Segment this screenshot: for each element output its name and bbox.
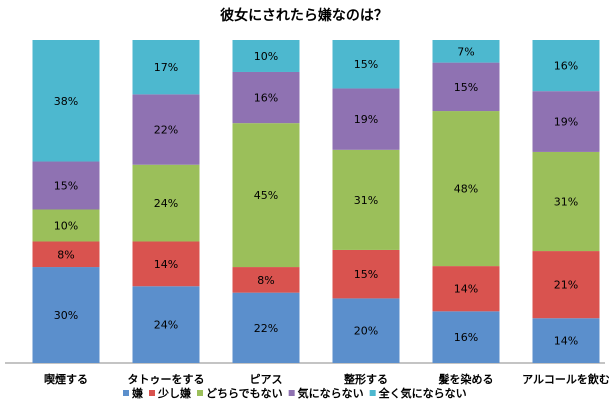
data-label-4-0: 16%	[454, 331, 478, 344]
category-label-3: 整形する	[343, 372, 388, 386]
bar-segment-3-0	[332, 298, 400, 363]
bar-segment-5-3	[532, 91, 600, 152]
bar-segment-4-3	[432, 62, 500, 112]
bar-segment-4-1	[432, 266, 500, 312]
data-label-4-1: 14%	[454, 283, 478, 296]
category-label-0: 喫煙する	[44, 372, 88, 386]
bar-segment-3-1	[332, 249, 400, 299]
category-label-2: ピアス	[250, 373, 283, 386]
legend-swatch-1	[149, 390, 155, 396]
bar-segment-4-4	[432, 40, 500, 63]
bar-segment-1-4	[132, 40, 200, 95]
legend-swatch-2	[197, 390, 203, 396]
bar-segment-3-3	[332, 88, 400, 150]
bar-segment-3-2	[332, 149, 400, 250]
category-label-4: 髪を染める	[438, 372, 494, 386]
bar-segment-2-2	[232, 123, 300, 268]
bar-segment-1-0	[132, 286, 200, 363]
data-label-3-2: 31%	[354, 194, 378, 207]
data-label-0-4: 38%	[54, 95, 78, 108]
category-label-1: タトゥーをする	[128, 373, 205, 386]
bar-segment-1-1	[132, 241, 200, 287]
data-label-4-4: 7%	[457, 45, 474, 58]
data-label-0-0: 30%	[54, 309, 78, 322]
data-label-3-1: 15%	[354, 268, 378, 281]
data-label-4-3: 15%	[454, 81, 478, 94]
legend-label-0: 嫌	[131, 386, 143, 400]
bar-segment-4-2	[432, 111, 500, 267]
data-label-2-4: 10%	[254, 50, 278, 63]
data-label-3-3: 19%	[354, 113, 378, 126]
data-label-2-3: 16%	[254, 92, 278, 105]
legend-label-4: 全く気にならない	[378, 386, 467, 400]
data-label-0-3: 15%	[54, 180, 78, 193]
bar-segment-0-1	[32, 241, 100, 268]
bar-segment-2-4	[232, 40, 300, 72]
bar-segment-5-2	[532, 151, 600, 252]
bar-segment-0-0	[32, 267, 100, 363]
bar-segment-0-3	[32, 161, 100, 210]
legend-swatch-3	[288, 390, 295, 396]
data-label-5-2: 31%	[554, 196, 578, 209]
data-label-0-2: 10%	[54, 219, 78, 232]
data-label-1-3: 22%	[154, 124, 178, 137]
legend-label-2: どちらでもない	[206, 387, 283, 400]
bar-segment-0-2	[32, 209, 100, 242]
bars-group: 30% 8% 10% 15% 38% 24% 14% 24% 22% 17% 22% 8% 45% 16%…	[32, 40, 600, 363]
bar-segment-0-4	[32, 40, 100, 162]
legend-swatch-4	[369, 390, 376, 396]
bar-segment-5-0	[532, 318, 600, 363]
data-label-4-2: 48%	[454, 183, 478, 196]
data-label-5-3: 19%	[554, 116, 578, 129]
bar-segment-1-3	[132, 94, 200, 165]
legend-label-3: 気にならない	[298, 386, 364, 400]
bar-segment-3-4	[332, 40, 400, 89]
data-label-0-1: 8%	[57, 248, 74, 261]
data-label-1-0: 24%	[154, 319, 178, 332]
data-label-3-0: 20%	[354, 325, 378, 338]
bar-segment-2-0	[232, 292, 300, 363]
data-label-1-1: 14%	[154, 258, 178, 271]
data-label-5-1: 21%	[554, 279, 578, 292]
data-label-5-4: 16%	[554, 60, 578, 73]
data-label-1-4: 17%	[154, 61, 178, 74]
category-labels-group: 喫煙する タトゥーをする ピアス 整形する 髪を染める アルコールを飲む	[44, 372, 609, 386]
bar-segment-1-2	[132, 164, 200, 242]
bar-segment-5-1	[532, 251, 600, 319]
category-label-5: アルコールを飲む	[522, 372, 609, 386]
data-label-2-2: 45%	[254, 189, 278, 202]
data-label-1-2: 24%	[154, 197, 178, 210]
bar-segment-2-3	[232, 71, 300, 124]
legend-swatch-0	[123, 390, 129, 396]
data-label-5-0: 14%	[554, 335, 578, 348]
chart-title: 彼女にされたら嫌なのは？	[220, 7, 388, 24]
bar-segment-5-4	[532, 40, 600, 92]
bar-segment-2-1	[232, 267, 300, 293]
legend: 嫌少し嫌 どちらでもない 気にならない 全く気にならない	[123, 386, 467, 400]
legend-label-1: 少し嫌	[157, 386, 191, 400]
data-label-2-0: 22%	[254, 322, 278, 335]
data-label-3-4: 15%	[354, 58, 378, 71]
data-label-2-1: 8%	[257, 274, 274, 287]
bar-segment-4-0	[432, 311, 500, 363]
